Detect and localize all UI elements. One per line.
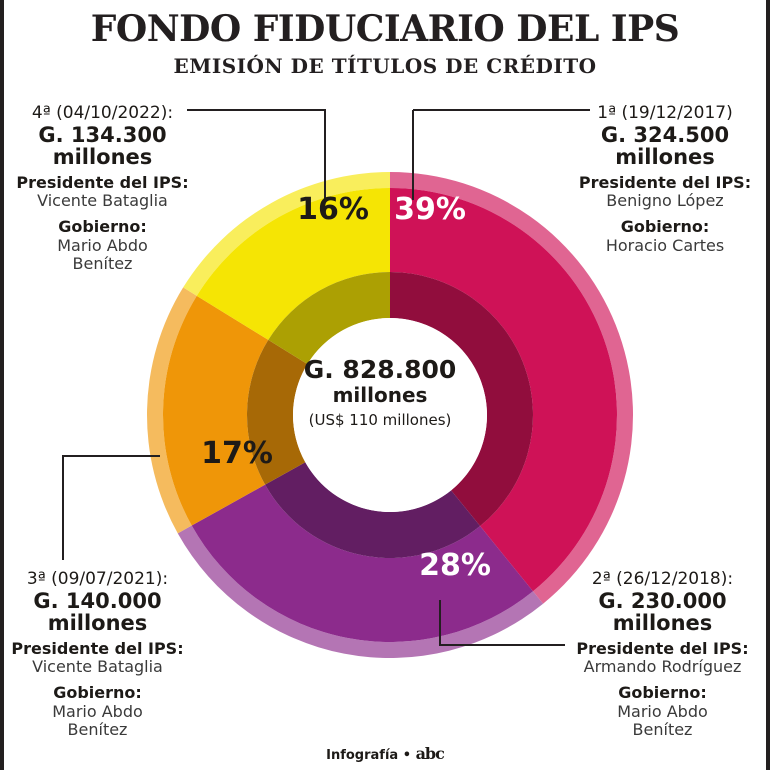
emission-unit: millones [47,610,148,635]
slice-4 [196,188,390,340]
emission-unit: millones [615,144,715,169]
percent-label-3: 17% [201,436,273,471]
slice-3 [163,295,269,526]
emission-date: 3ª (09/07/2021): [26,569,169,589]
percent-label-4: 16% [297,192,369,227]
footer-bullet: • [402,748,412,763]
president-name: Vicente Bataglia [32,657,163,677]
center-total: G. 828.800 millones (US$ 110 millones) [280,356,480,429]
emission-unit: millones [52,144,153,169]
government-name: Mario Abdo Benítez [57,235,148,274]
donut-hole [293,318,487,512]
government-label: Gobierno: [58,217,147,237]
slice-inner-1 [390,272,533,527]
center-unit: millones [332,382,428,407]
abc-logo: abc [415,744,445,763]
president-label: Presidente del IPS: [16,172,189,192]
government-name: Mario Abdo Benítez [617,701,708,740]
slice-2 [191,484,534,642]
emission-date: 1ª (19/12/2017) [597,103,733,123]
slice-1 [390,188,617,592]
emission-unit: millones [612,610,713,635]
slice-inner-2 [265,462,481,558]
emission-2-info: 2ª (26/12/2018): G. 230.000 millones Pre… [555,569,770,740]
emission-amount: G. 140.000 [33,588,162,613]
slice-rim-3 [147,287,197,534]
government-label: Gobierno: [620,217,710,237]
emission-date: 2ª (26/12/2018): [591,569,734,589]
government-label: Gobierno: [618,683,707,703]
footer-credit: Infografía • abc [0,744,770,763]
president-label: Presidente del IPS: [11,638,184,658]
emission-amount: G. 324.500 [600,122,730,147]
slice-rim-2 [177,525,544,658]
leader-line-2 [187,109,326,200]
footer-text: Infografía [326,748,399,763]
leader-line-3 [62,455,160,560]
infographic-subtitle: EMISIÓN DE TÍTULOS DE CRÉDITO [173,54,597,78]
infographic-title: FONDO FIDUCIARIO DEL IPS [90,8,680,50]
leader-line-4 [439,600,565,646]
president-name: Armando Rodríguez [583,657,742,677]
government-name: Mario Abdo Benítez [52,701,143,740]
emission-1-info: 1ª (19/12/2017) G. 324.500 millones Pres… [560,103,770,255]
emission-amount: G. 230.000 [598,588,727,613]
slice-inner-3 [246,339,308,485]
emission-amount: G. 134.300 [38,122,167,147]
president-name: Vicente Bataglia [37,191,168,211]
percent-label-2: 28% [419,548,491,583]
percent-label-1: 39% [394,192,466,227]
government-label: Gobierno: [53,683,142,703]
emission-date: 4ª (04/10/2022): [31,103,174,123]
emission-3-info: 3ª (09/07/2021): G. 140.000 millones Pre… [0,569,195,740]
emission-4-info: 4ª (04/10/2022): G. 134.300 millones Pre… [0,103,205,274]
president-name: Benigno López [606,191,724,211]
government-name: Horacio Cartes [605,235,725,255]
center-usd: (US$ 110 millones) [308,410,452,429]
president-label: Presidente del IPS: [576,638,749,658]
slice-inner-4 [268,272,390,365]
center-amount: G. 828.800 [303,355,457,384]
slice-rim-4 [183,172,390,296]
president-label: Presidente del IPS: [578,172,752,192]
